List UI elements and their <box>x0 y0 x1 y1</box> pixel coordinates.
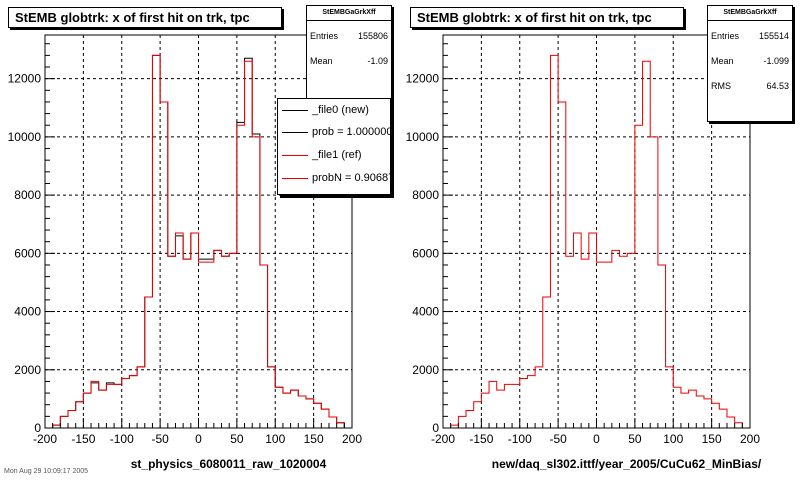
right-x-tick-label: -200 <box>431 432 455 446</box>
legend-label-prob: prob = 1.000000 <box>312 126 391 138</box>
right-x-tick-label: -100 <box>508 432 532 446</box>
legend-label-file0: _file0 (new) <box>312 104 369 116</box>
right-x-tick-label: 100 <box>663 432 683 446</box>
left-stats-entries-value: 155806 <box>357 31 388 41</box>
right-stats-mean: Mean -1.099 <box>708 56 792 66</box>
right-stats-entries-value: 155514 <box>758 31 789 41</box>
left-y-tick-label: 0 <box>34 421 41 435</box>
legend-line-probn <box>282 177 308 179</box>
left-x-tick-label: -100 <box>110 432 134 446</box>
right-chart-title: StEMB globtrk: x of first hit on trk, tp… <box>410 7 684 28</box>
left-series-1 <box>52 54 345 428</box>
right-y-tick-label: 6000 <box>412 246 439 260</box>
right-x-tick-label: 150 <box>702 432 722 446</box>
right-stats-mean-label: Mean <box>711 56 734 66</box>
right-y-tick-label: 0 <box>432 421 439 435</box>
left-stats-header: StEMBGaGrkXff <box>307 6 391 21</box>
left-y-tick-label: 2000 <box>14 363 41 377</box>
left-y-tick-label: 12000 <box>8 72 42 86</box>
left-x-tick-label: -50 <box>151 432 169 446</box>
right-x-tick-label: -50 <box>549 432 567 446</box>
right-series-0 <box>450 54 743 428</box>
left-x-tick-label: 100 <box>265 432 285 446</box>
right-x-tick-label: 0 <box>593 432 600 446</box>
left-x-tick-label: 0 <box>195 432 202 446</box>
left-y-tick-label: 4000 <box>14 305 41 319</box>
right-stats-rms: RMS 64.53 <box>708 81 792 91</box>
left-x-tick-label: 150 <box>304 432 324 446</box>
right-y-tick-label: 2000 <box>412 363 439 377</box>
legend-label-file1: _file1 (ref) <box>312 149 362 161</box>
right-y-tick-label: 4000 <box>412 305 439 319</box>
left-stats-entries-label: Entries <box>310 31 339 41</box>
left-y-tick-label: 8000 <box>14 188 41 202</box>
left-stats-mean-value: -1.09 <box>367 56 388 66</box>
footer-timestamp: Mon Aug 29 10:09:17 2005 <box>4 468 89 475</box>
right-stats-rms-label: RMS <box>711 81 731 91</box>
left-x-tick-label: 50 <box>230 432 244 446</box>
left-chart-title: StEMB globtrk: x of first hit on trk, tp… <box>8 7 282 28</box>
legend-entry-file1: _file1 (ref) <box>278 146 362 164</box>
left-x-tick-label: -200 <box>33 432 57 446</box>
right-y-tick-label: 10000 <box>406 130 440 144</box>
left-stats-entries: Entries 155806 <box>307 31 391 41</box>
left-y-tick-label: 6000 <box>14 246 41 260</box>
legend-line-file0 <box>282 109 308 111</box>
left-stats-mean-label: Mean <box>310 56 333 66</box>
right-x-tick-label: 50 <box>628 432 642 446</box>
right-stats-entries: Entries 155514 <box>708 31 792 41</box>
right-x-tick-label: 200 <box>740 432 760 446</box>
left-x-tick-label: 200 <box>342 432 362 446</box>
left-legend: _file0 (new) prob = 1.000000 _file1 (ref… <box>277 98 391 195</box>
right-stats-box: StEMBGaGrkXff Entries 155514 Mean -1.099… <box>707 5 793 122</box>
right-stats-rms-value: 64.53 <box>766 81 789 91</box>
right-x-tick-label: -150 <box>469 432 493 446</box>
left-x-axis-title: st_physics_6080011_raw_1020004 <box>131 457 327 471</box>
legend-label-probn: probN = 0.906879 <box>312 172 390 184</box>
right-y-tick-label: 8000 <box>412 188 439 202</box>
right-stats-entries-label: Entries <box>711 31 740 41</box>
legend-line-prob <box>282 131 308 133</box>
legend-entry-probn: probN = 0.906879 <box>278 169 390 187</box>
right-x-axis-title: new/daq_sl302.ittf/year_2005/CuCu62_MinB… <box>492 457 762 471</box>
left-x-tick-label: -150 <box>71 432 95 446</box>
legend-entry-file0: _file0 (new) <box>278 101 369 119</box>
left-y-tick-label: 10000 <box>8 130 42 144</box>
legend-entry-prob: prob = 1.000000 <box>278 123 391 141</box>
left-stats-mean: Mean -1.09 <box>307 56 391 66</box>
right-y-tick-label: 12000 <box>406 72 440 86</box>
right-stats-mean-value: -1.099 <box>763 56 789 66</box>
legend-line-file1 <box>282 154 308 156</box>
right-plot-frame <box>442 34 751 429</box>
right-stats-header: StEMBGaGrkXff <box>708 6 792 21</box>
